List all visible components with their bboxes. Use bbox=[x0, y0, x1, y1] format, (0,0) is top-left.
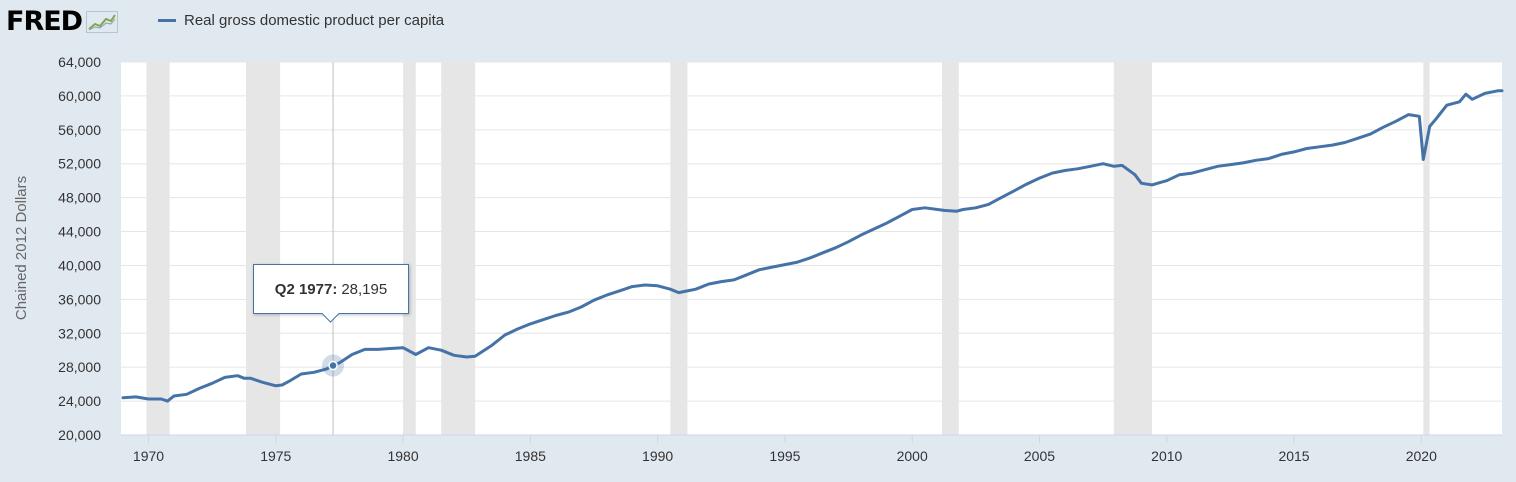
y-tick-label: 64,000 bbox=[58, 54, 101, 70]
fred-logo[interactable]: FRED bbox=[6, 6, 119, 37]
x-tick-label: 2010 bbox=[1151, 448, 1182, 464]
x-tick-label: 1970 bbox=[133, 448, 164, 464]
x-tick-label: 1985 bbox=[515, 448, 546, 464]
tooltip-period: Q2 1977: bbox=[274, 280, 338, 298]
recession-band bbox=[1423, 62, 1430, 435]
y-tick-label: 20,000 bbox=[58, 427, 101, 443]
y-tick-label: 48,000 bbox=[58, 190, 101, 206]
y-tick-label: 52,000 bbox=[58, 156, 101, 172]
recession-shading bbox=[146, 62, 1430, 435]
recession-band bbox=[441, 62, 476, 435]
recession-band bbox=[146, 62, 170, 435]
data-tooltip: Q2 1977: 28,195 bbox=[253, 264, 409, 314]
x-tick-label: 1975 bbox=[260, 448, 291, 464]
recession-band bbox=[245, 62, 281, 435]
x-tick-label: 1990 bbox=[642, 448, 673, 464]
x-tick-label: 2020 bbox=[1406, 448, 1437, 464]
hover-marker bbox=[322, 354, 345, 377]
y-tick-label: 56,000 bbox=[58, 122, 101, 138]
y-tick-label: 40,000 bbox=[58, 257, 101, 273]
y-axis-ticks: 20,000 24,000 28,000 32,000 36,000 40,000 44,0… bbox=[58, 54, 101, 443]
y-tick-label: 60,000 bbox=[58, 88, 101, 104]
legend-swatch bbox=[158, 19, 176, 22]
legend-label: Real gross domestic product per capita bbox=[184, 12, 445, 29]
x-tick-label: 1995 bbox=[769, 448, 800, 464]
y-tick-label: 44,000 bbox=[58, 224, 101, 240]
y-tick-label: 28,000 bbox=[58, 359, 101, 375]
recession-band bbox=[941, 62, 959, 435]
x-tick-label: 2015 bbox=[1278, 448, 1309, 464]
x-tick-label: 1980 bbox=[387, 448, 418, 464]
y-tick-label: 32,000 bbox=[58, 325, 101, 341]
y-tick-label: 36,000 bbox=[58, 291, 101, 307]
plot-area bbox=[121, 62, 1502, 435]
chart-legend: Real gross domestic product per capita bbox=[158, 12, 444, 29]
recession-band bbox=[403, 62, 416, 435]
x-axis-ticks: 1970 1975 1980 1985 1990 1995 2000 2005 2010 2015… bbox=[121, 434, 1502, 464]
recession-band bbox=[670, 62, 688, 435]
logo-text: FRED bbox=[6, 6, 83, 37]
y-tick-label: 24,000 bbox=[58, 393, 101, 409]
data-point-marker bbox=[328, 360, 338, 371]
chart-header: FRED Real gross domestic product per cap… bbox=[0, 0, 1516, 46]
trend-graph-icon bbox=[86, 10, 119, 33]
recession-band bbox=[1113, 62, 1152, 435]
x-tick-label: 2000 bbox=[897, 448, 928, 464]
y-axis-label: Chained 2012 Dollars bbox=[13, 176, 30, 320]
tooltip-value: 28,195 bbox=[341, 280, 388, 298]
x-tick-label: 2005 bbox=[1024, 448, 1055, 464]
